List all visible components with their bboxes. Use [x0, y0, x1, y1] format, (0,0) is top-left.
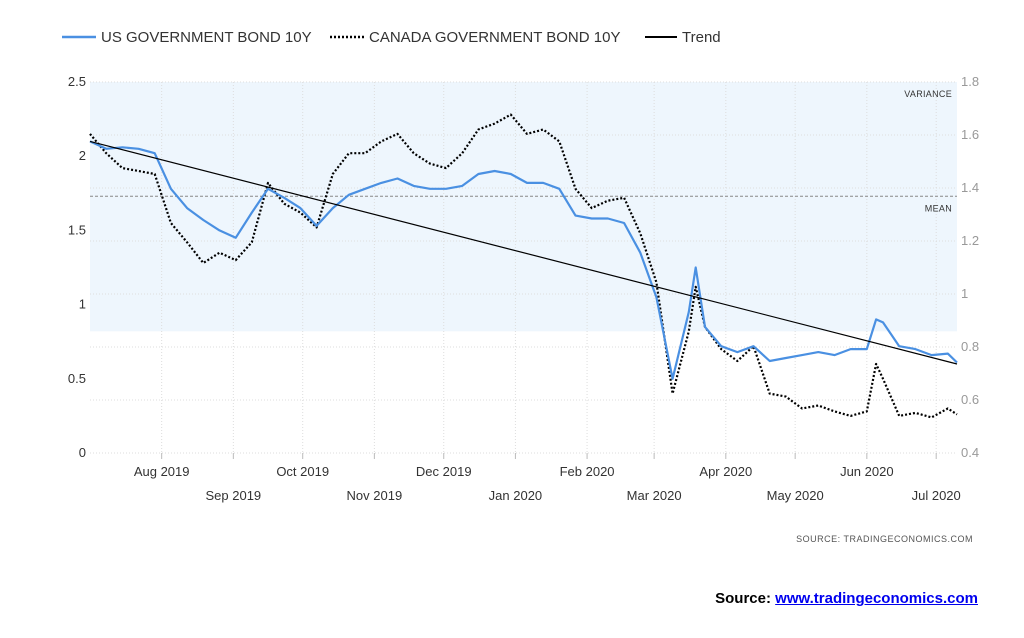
- y-left-tick-label: 1: [79, 297, 86, 312]
- x-tick-label: Nov 2019: [347, 488, 403, 503]
- footer-source-label: Source:: [715, 590, 771, 607]
- x-tick-label: Feb 2020: [560, 464, 615, 479]
- x-tick-label: May 2020: [767, 488, 824, 503]
- x-tick-label: Aug 2019: [134, 464, 190, 479]
- bond-yield-chart: US GOVERNMENT BOND 10Y CANADA GOVERNMENT …: [62, 29, 979, 544]
- y-axis-right: 0.4 0.6 0.8 1 1.2 1.4 1.6 1.8: [961, 74, 979, 460]
- y-right-tick-label: 0.8: [961, 339, 979, 354]
- mean-label: MEAN: [925, 203, 952, 213]
- x-axis: Aug 2019 Sep 2019 Oct 2019 Nov 2019 Dec 2019…: [134, 453, 961, 503]
- y-left-tick-label: 2: [79, 148, 86, 163]
- footer-source: Source: www.tradingeconomics.com: [715, 590, 978, 607]
- grid: [90, 81, 957, 454]
- footer-source-link[interactable]: www.tradingeconomics.com: [775, 590, 978, 607]
- legend: US GOVERNMENT BOND 10Y CANADA GOVERNMENT …: [62, 29, 721, 46]
- variance-label: VARIANCE: [904, 89, 952, 99]
- y-right-tick-label: 1.2: [961, 233, 979, 248]
- variance-band: [90, 82, 957, 332]
- plot-background: [90, 82, 957, 332]
- y-right-tick-label: 1.8: [961, 74, 979, 89]
- x-tick-label: Jul 2020: [912, 488, 961, 503]
- chart-source-label: SOURCE: TRADINGECONOMICS.COM: [796, 534, 973, 544]
- x-tick-label: Jan 2020: [489, 488, 543, 503]
- x-tick-label: Mar 2020: [627, 488, 682, 503]
- y-left-tick-label: 1.5: [68, 222, 86, 237]
- legend-entry: CANADA GOVERNMENT BOND 10Y: [369, 29, 620, 46]
- y-left-tick-label: 2.5: [68, 74, 86, 89]
- y-right-tick-label: 1.6: [961, 127, 979, 142]
- series-line-0: [89, 140, 958, 380]
- y-right-tick-label: 0.6: [961, 392, 979, 407]
- y-right-tick-label: 0.4: [961, 445, 979, 460]
- y-left-tick-label: 0.5: [68, 371, 86, 386]
- band-labels: VARIANCE MEAN: [904, 89, 952, 213]
- y-right-tick-label: 1: [961, 286, 968, 301]
- x-tick-label: Dec 2019: [416, 464, 472, 479]
- x-tick-label: Sep 2019: [206, 488, 262, 503]
- x-tick-label: Oct 2019: [276, 464, 329, 479]
- legend-entry: US GOVERNMENT BOND 10Y: [101, 29, 312, 46]
- y-axis-left: 0 0.5 1 1.5 2 2.5: [68, 74, 86, 460]
- y-left-tick-label: 0: [79, 445, 86, 460]
- series-line-2: [89, 140, 958, 365]
- x-tick-label: Jun 2020: [840, 464, 894, 479]
- series-layer: [89, 113, 958, 419]
- y-right-tick-label: 1.4: [961, 180, 979, 195]
- legend-entry: Trend: [682, 29, 721, 46]
- series-line-1: [89, 113, 958, 419]
- x-tick-label: Apr 2020: [699, 464, 752, 479]
